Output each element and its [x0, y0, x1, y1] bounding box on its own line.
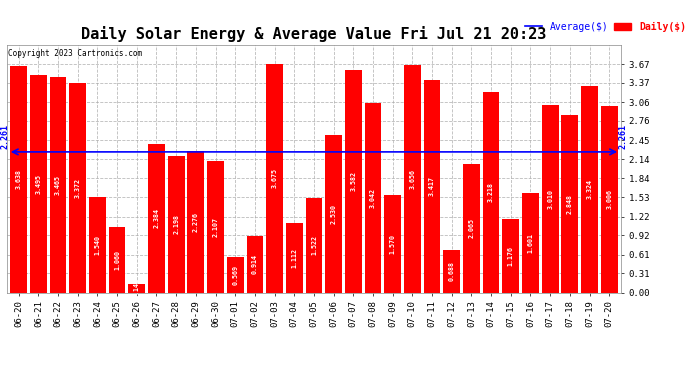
Text: 3.675: 3.675: [272, 168, 277, 188]
Text: 3.495: 3.495: [35, 174, 41, 194]
Bar: [384, 195, 401, 292]
Text: 2.848: 2.848: [566, 194, 573, 214]
Text: 1.060: 1.060: [114, 249, 120, 270]
Text: 3.656: 3.656: [409, 169, 415, 189]
Text: 0.569: 0.569: [233, 265, 238, 285]
Bar: [325, 135, 342, 292]
Bar: [89, 197, 106, 292]
Text: 2.276: 2.276: [193, 212, 199, 232]
Text: 3.638: 3.638: [16, 170, 21, 189]
Text: 0.143: 0.143: [134, 278, 140, 298]
Bar: [10, 66, 27, 292]
Text: 3.465: 3.465: [55, 175, 61, 195]
Text: 3.582: 3.582: [351, 171, 356, 191]
Bar: [502, 219, 519, 292]
Text: 1.540: 1.540: [95, 235, 101, 255]
Bar: [542, 105, 558, 292]
Bar: [109, 226, 126, 292]
Bar: [188, 151, 204, 292]
Text: 2.384: 2.384: [153, 209, 159, 228]
Text: 2.065: 2.065: [469, 218, 475, 238]
Text: 1.522: 1.522: [311, 235, 317, 255]
Text: 0.914: 0.914: [252, 254, 258, 274]
Bar: [581, 86, 598, 292]
Bar: [266, 64, 283, 292]
Bar: [30, 75, 47, 292]
Text: 3.042: 3.042: [370, 188, 376, 208]
Text: 3.010: 3.010: [547, 189, 553, 209]
Bar: [148, 144, 165, 292]
Title: Daily Solar Energy & Average Value Fri Jul 21 20:23: Daily Solar Energy & Average Value Fri J…: [81, 27, 546, 42]
Text: 2.530: 2.530: [331, 204, 337, 224]
Bar: [286, 224, 303, 292]
Text: 1.601: 1.601: [527, 233, 533, 253]
Bar: [522, 193, 539, 292]
Text: 3.372: 3.372: [75, 178, 81, 198]
Text: 2.261: 2.261: [1, 124, 10, 149]
Text: 2.261: 2.261: [618, 124, 627, 149]
Text: 3.417: 3.417: [429, 176, 435, 196]
Legend: Average($), Daily($): Average($), Daily($): [521, 18, 690, 36]
Text: 3.324: 3.324: [586, 179, 593, 199]
Text: 2.107: 2.107: [213, 217, 219, 237]
Bar: [404, 65, 421, 292]
Bar: [424, 80, 440, 292]
Bar: [463, 164, 480, 292]
Text: 1.570: 1.570: [390, 234, 395, 254]
Bar: [364, 104, 382, 292]
Bar: [306, 198, 322, 292]
Text: 1.112: 1.112: [291, 248, 297, 268]
Bar: [246, 236, 264, 292]
Text: 1.176: 1.176: [508, 246, 514, 266]
Bar: [227, 257, 244, 292]
Bar: [168, 156, 184, 292]
Bar: [601, 106, 618, 292]
Bar: [207, 162, 224, 292]
Bar: [562, 116, 578, 292]
Bar: [444, 250, 460, 292]
Text: Copyright 2023 Cartronics.com: Copyright 2023 Cartronics.com: [8, 49, 141, 58]
Text: 2.198: 2.198: [173, 214, 179, 234]
Text: 0.688: 0.688: [448, 261, 455, 281]
Text: 3.218: 3.218: [488, 183, 494, 203]
Bar: [483, 92, 500, 292]
Bar: [70, 83, 86, 292]
Bar: [345, 70, 362, 292]
Bar: [128, 284, 145, 292]
Text: 3.006: 3.006: [607, 189, 612, 209]
Bar: [50, 77, 66, 292]
